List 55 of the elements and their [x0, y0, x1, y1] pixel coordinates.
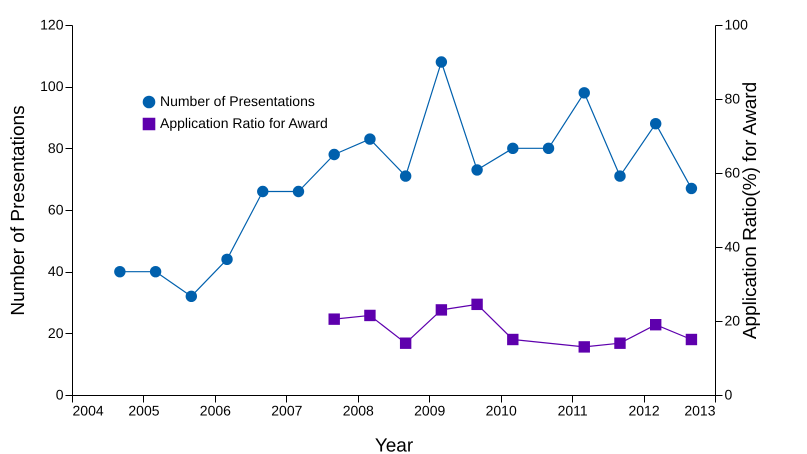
y2-tick-label: 100 — [724, 16, 748, 32]
x-axis-title: Year — [374, 436, 414, 454]
y-tick-label: 80 — [48, 140, 64, 156]
point — [614, 170, 626, 182]
point — [686, 182, 698, 194]
point — [471, 298, 483, 310]
y-tick-label: 60 — [48, 202, 64, 218]
point — [436, 304, 448, 316]
point — [436, 56, 448, 68]
y-tick-label: 20 — [48, 324, 64, 341]
y-axis-title: Number of Presentations — [8, 105, 30, 316]
point — [614, 338, 626, 349]
point — [328, 148, 340, 160]
y2-tick-label: 80 — [724, 90, 740, 106]
point — [292, 186, 304, 198]
point — [650, 319, 662, 330]
point — [186, 290, 198, 302]
x-tick-label: 2011 — [558, 402, 588, 418]
x-tick-label: 2009 — [414, 402, 446, 418]
point — [542, 142, 554, 154]
point — [400, 170, 412, 182]
x-tick-label: 2012 — [628, 402, 660, 418]
legend-label: Application Ratio for Award — [160, 115, 328, 131]
legend-label: Number of Presentations — [160, 93, 315, 109]
point — [650, 118, 662, 130]
y-tick-label: 120 — [40, 16, 64, 32]
x-tick-label: 2005 — [128, 402, 160, 418]
y2-tick-label: 0 — [724, 386, 732, 402]
point — [364, 310, 376, 322]
x-tick-label: 2008 — [342, 402, 374, 418]
y-tick-label: 40 — [48, 263, 64, 280]
point — [507, 142, 519, 154]
point — [400, 338, 412, 349]
x-tick-label: 2013 — [684, 402, 716, 418]
point — [221, 254, 233, 266]
y2-tick-label: 20 — [724, 312, 740, 328]
y2-tick-label: 60 — [724, 164, 740, 180]
point — [578, 341, 590, 353]
point — [507, 334, 519, 346]
point — [686, 334, 698, 346]
point — [578, 87, 590, 99]
x-tick-label: 2006 — [200, 402, 232, 418]
y2-axis-title: Application Ratio(%) for Award — [740, 82, 761, 340]
y2-tick-label: 40 — [724, 238, 740, 254]
x-tick-label: 2007 — [271, 402, 303, 418]
y-tick-label: 0 — [56, 386, 64, 402]
point — [257, 186, 268, 198]
point — [114, 266, 126, 278]
y-tick-label: 100 — [40, 78, 64, 94]
point — [150, 266, 162, 278]
x-tick-label: 2010 — [486, 402, 517, 418]
point — [364, 133, 376, 145]
point — [471, 164, 483, 176]
x-tick-label: 2004 — [72, 402, 104, 418]
point — [328, 313, 340, 325]
